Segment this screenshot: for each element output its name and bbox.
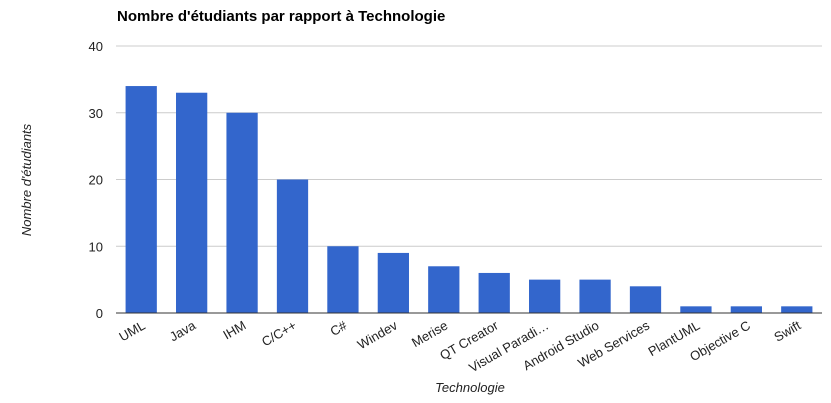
x-tick-label: C/C++ bbox=[259, 318, 299, 350]
bar[interactable] bbox=[125, 86, 157, 313]
bar[interactable] bbox=[730, 306, 762, 313]
y-tick-label: 30 bbox=[89, 106, 103, 121]
bar[interactable] bbox=[377, 252, 409, 313]
bars bbox=[125, 86, 813, 314]
x-tick-label: UML bbox=[116, 318, 147, 345]
x-tick-label: Windev bbox=[355, 317, 400, 352]
bar[interactable] bbox=[478, 272, 510, 313]
bar[interactable] bbox=[226, 112, 258, 313]
bar[interactable] bbox=[276, 179, 309, 314]
y-tick-label: 10 bbox=[89, 239, 103, 254]
bar[interactable] bbox=[327, 246, 359, 313]
x-tick-label: IHM bbox=[220, 318, 248, 343]
bar[interactable] bbox=[781, 306, 813, 313]
y-tick-label: 40 bbox=[89, 39, 103, 54]
x-axis-label: Technologie bbox=[435, 380, 505, 395]
y-tick-label: 0 bbox=[96, 306, 103, 321]
y-tick-labels: 0 10 20 30 40 bbox=[89, 39, 103, 321]
x-tick-label: Swift bbox=[771, 317, 803, 344]
gridlines bbox=[116, 45, 822, 247]
y-tick-label: 20 bbox=[89, 173, 103, 188]
x-tick-label: Java bbox=[167, 317, 199, 344]
bar[interactable] bbox=[428, 266, 460, 313]
bar[interactable] bbox=[680, 306, 712, 313]
chart-title: Nombre d'étudiants par rapport à Technol… bbox=[117, 8, 445, 25]
x-tick-label: C# bbox=[328, 317, 351, 339]
bar[interactable] bbox=[176, 92, 208, 313]
bar[interactable] bbox=[629, 286, 662, 313]
bar[interactable] bbox=[579, 279, 611, 313]
bar[interactable] bbox=[529, 279, 561, 313]
y-axis-label: Nombre d'étudiants bbox=[19, 123, 34, 236]
